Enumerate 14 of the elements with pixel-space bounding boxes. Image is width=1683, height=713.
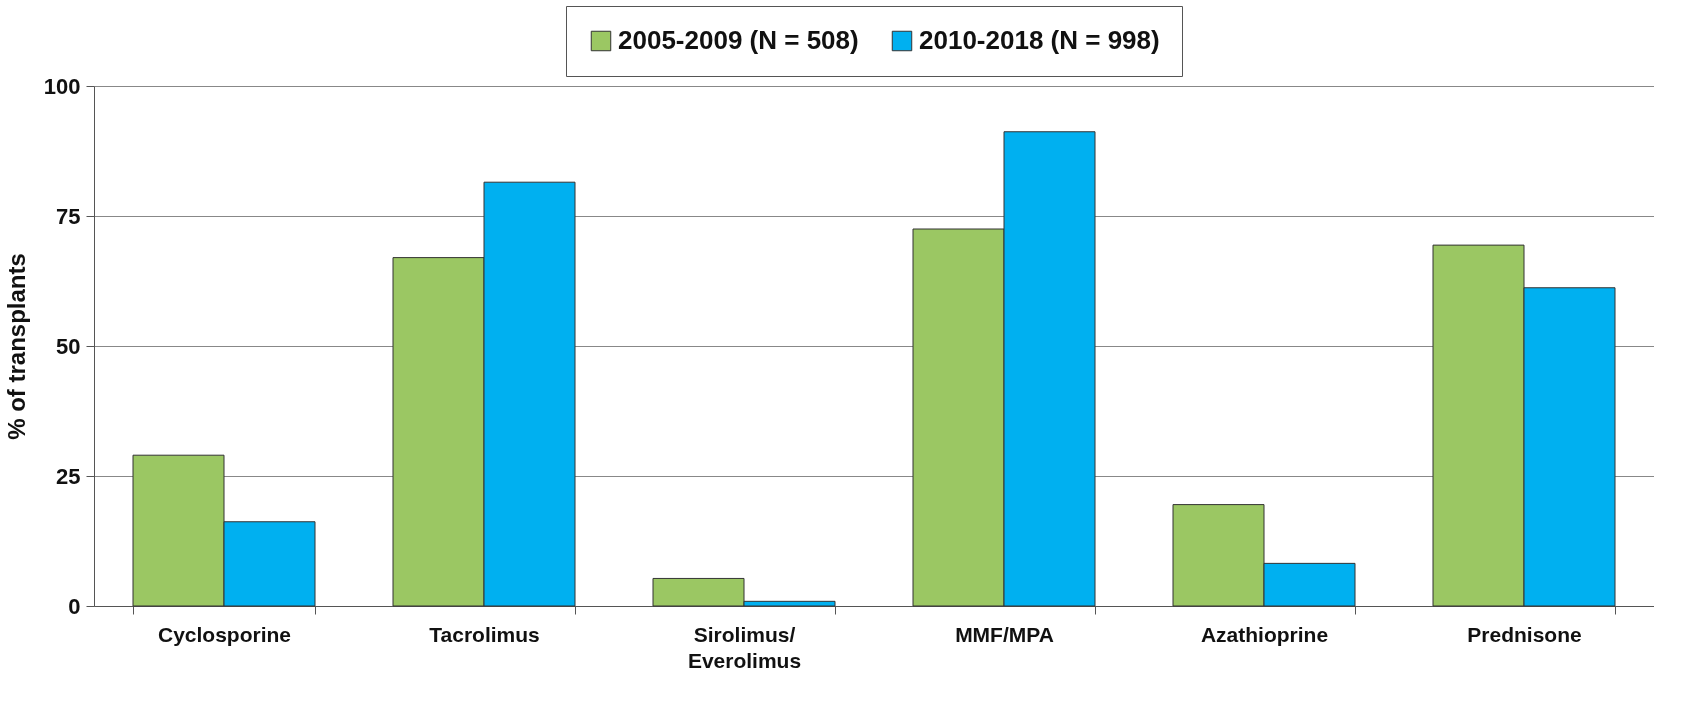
y-tick-label: 0 — [68, 593, 81, 619]
legend-label: 2005-2009 (N = 508) — [618, 25, 859, 55]
y-axis-title: % of transplants — [2, 253, 30, 440]
x-tick-label: Prednisone — [1467, 622, 1582, 646]
x-tick-label: Cyclosporine — [157, 622, 292, 646]
x-tick-label: Tacrolimus — [429, 622, 540, 646]
y-tick-label: 75 — [56, 203, 81, 229]
legend-label: 2010-2018 (N = 998) — [919, 25, 1160, 55]
x-tick-label: MMF/MPA — [955, 622, 1054, 646]
y-tick-label: 25 — [56, 463, 81, 489]
y-tick-label: 100 — [43, 73, 81, 99]
y-tick-label: 50 — [56, 333, 81, 359]
x-tick-label: Sirolimus/ Everolimus — [687, 622, 802, 672]
x-tick-label: Azathioprine — [1200, 622, 1329, 646]
